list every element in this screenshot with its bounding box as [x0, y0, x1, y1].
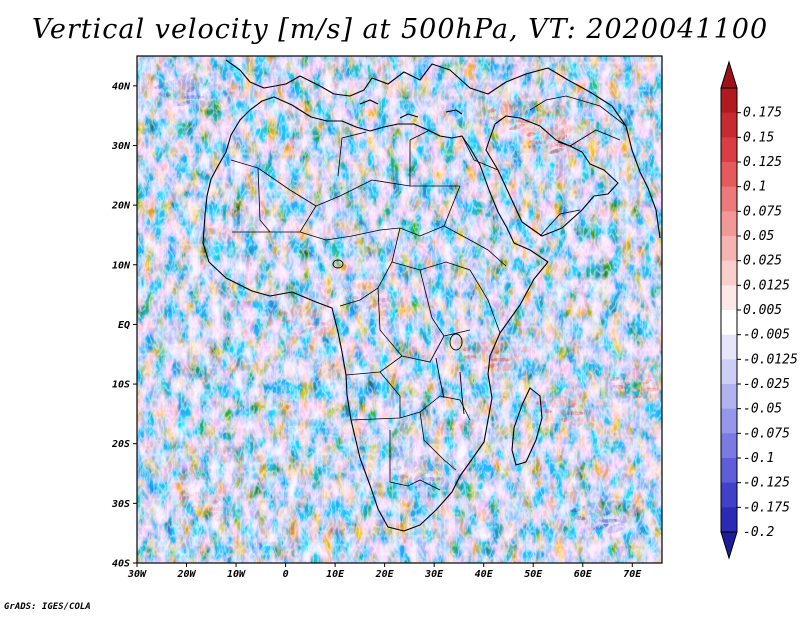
- colorbar-label: 0.1: [743, 180, 766, 195]
- colorbar-bottom-cap: [720, 531, 738, 560]
- lon-tick-label: 70E: [623, 569, 642, 580]
- colorbar-label: 0.15: [743, 130, 774, 145]
- mediterranean-islands: [359, 99, 463, 119]
- lon-tick-label: 50E: [524, 569, 543, 580]
- colorbar-label: 0.175: [743, 106, 782, 121]
- lon-tick-label: 60E: [574, 569, 593, 580]
- colorbar-swatch: [721, 482, 737, 508]
- lat-tick-label: 10S: [112, 380, 130, 391]
- lat-tick-label: 20S: [111, 439, 130, 450]
- colorbar-swatch: [721, 211, 737, 237]
- colorbar-label: 0.05: [743, 229, 774, 244]
- colorbar-swatch: [721, 186, 737, 212]
- map-frame: [136, 55, 680, 564]
- colorbar-label: 0.125: [743, 155, 782, 170]
- colorbar-label: 0.005: [743, 303, 782, 318]
- lon-tick-label: 30E: [424, 569, 444, 580]
- colorbar-label: 0.0125: [743, 278, 790, 293]
- colorbar-swatch: [721, 507, 737, 533]
- colorbar-swatch: [721, 88, 737, 114]
- asia-coastline: [505, 67, 661, 239]
- grads-credit: GrADS: IGES/COLA: [4, 602, 91, 612]
- chart-title: Vertical velocity [m/s] at 500hPa, VT: 2…: [31, 14, 769, 45]
- colorbar-swatch: [721, 285, 737, 311]
- colorbar-swatch: [721, 162, 737, 188]
- colorbar-swatch: [721, 236, 737, 262]
- colorbar-swatch: [721, 112, 737, 138]
- europe-coastline: [225, 59, 507, 97]
- lon-tick-label: 10E: [326, 569, 345, 580]
- lat-tick-label: 40N: [112, 81, 131, 92]
- colorbar-label: 0.025: [743, 254, 782, 269]
- colorbar-swatch: [721, 334, 737, 360]
- lat-tick-label: 10N: [112, 260, 131, 271]
- lat-tick-label: 20N: [111, 201, 131, 212]
- colorbar-swatch: [721, 260, 737, 286]
- lat-tick-label: EQ: [118, 320, 130, 331]
- arabian-peninsula-coastline: [485, 115, 619, 237]
- colorbar-label: 0.075: [743, 204, 782, 219]
- colorbar-swatch: [721, 433, 737, 459]
- country-borders: [230, 95, 627, 491]
- madagascar-coastline: [511, 387, 543, 466]
- lat-tick-label: 40S: [112, 559, 130, 570]
- lon-tick-label: 0: [283, 569, 289, 580]
- colorbar-label: -0.005: [743, 328, 790, 343]
- velocity-field-streaks: [137, 56, 662, 563]
- longitude-axis: 30W 20W 10W 0 10E 20E 30E 40E 50E 60E 70E: [127, 563, 642, 580]
- colorbar-swatch: [721, 137, 737, 163]
- colorbar-swatch: [721, 310, 737, 336]
- colorbar-top-cap: [720, 60, 738, 89]
- colorbar-label: -0.2: [743, 525, 774, 540]
- lat-tick-label: 30N: [111, 141, 131, 152]
- latitude-axis: 40N 30N 20N 10N EQ 10S 20S 30S 40S: [111, 81, 137, 570]
- map-border: [136, 55, 663, 564]
- lon-tick-label: 10W: [227, 569, 246, 580]
- lakes: [332, 259, 465, 415]
- colorbar-label: -0.175: [743, 500, 790, 515]
- lon-tick-label: 20E: [375, 569, 395, 580]
- colorbar-swatch: [721, 408, 737, 434]
- colorbar-label: -0.025: [743, 377, 790, 392]
- colorbar-label: -0.125: [743, 476, 790, 491]
- colorbar-label: -0.05: [743, 402, 782, 417]
- lon-tick-label: 30W: [127, 569, 147, 580]
- lon-tick-label: 20W: [176, 569, 196, 580]
- colorbar-label: -0.0125: [743, 352, 798, 367]
- colorbar-swatch: [721, 458, 737, 484]
- colorbar-swatch: [721, 384, 737, 410]
- colorbar-swatch: [721, 359, 737, 385]
- lon-tick-label: 40E: [475, 569, 494, 580]
- colorbar-label: -0.075: [743, 426, 790, 441]
- colorbar-legend: 0.175 0.15 0.125 0.1 0.075 0.05 0.025 0.0125 0.0…: [720, 60, 798, 560]
- lat-tick-label: 30S: [111, 499, 130, 510]
- ascent-hotspot: [667, 376, 680, 382]
- colorbar-label: -0.1: [743, 451, 774, 466]
